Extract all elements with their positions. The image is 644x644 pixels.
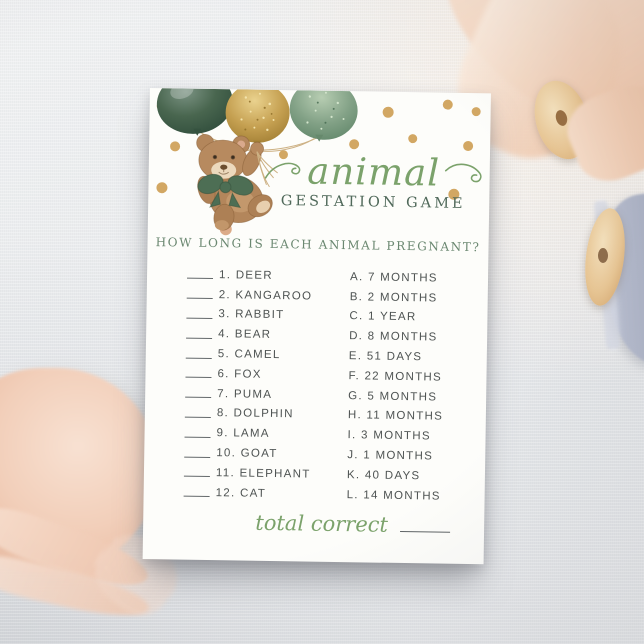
peach-confetti-dot (219, 223, 232, 236)
animal-row: 2. KANGAROO (186, 284, 350, 306)
animal-label: 4. BEAR (218, 328, 272, 342)
gold-confetti-dot (463, 140, 474, 152)
answer-label: B. 2 MONTHS (349, 290, 438, 305)
question-heading: HOW LONG IS EACH ANIMAL PREGNANT? (155, 235, 481, 255)
answer-blank (184, 435, 211, 438)
animal-row: 1. DEER (187, 265, 350, 287)
animal-label: 2. KANGAROO (218, 288, 313, 303)
answer-blank (187, 276, 214, 280)
answer-row: E. 51 DAYS (349, 346, 445, 367)
animal-label: 1. DEER (218, 268, 274, 282)
gold-confetti-dot (170, 141, 181, 152)
animal-label: 5. CAMEL (217, 348, 281, 362)
answer-row: A. 7 MONTHS (350, 267, 446, 288)
card-title-script: animal (307, 149, 441, 195)
gold-confetti-dot (382, 106, 394, 118)
answer-label: E. 51 DAYS (348, 350, 423, 364)
gold-confetti-dot (156, 182, 168, 194)
answer-blank (186, 336, 213, 339)
answer-blank (185, 356, 212, 359)
answer-row: G. 5 MONTHS (348, 386, 444, 407)
answer-row: L. 14 MONTHS (346, 485, 442, 506)
animal-label: 9. LAMA (216, 427, 270, 441)
answer-label: D. 8 MONTHS (349, 330, 438, 344)
answer-label: I. 3 MONTHS (347, 429, 431, 443)
answer-blank (184, 455, 211, 458)
answer-label: L. 14 MONTHS (346, 488, 441, 503)
gold-confetti-dot (471, 107, 481, 117)
animal-label: 11. ELEPHANT (215, 466, 311, 481)
animal-label: 6. FOX (217, 367, 262, 381)
answer-row: B. 2 MONTHS (350, 287, 446, 308)
card-subtitle: GESTATION GAME (280, 193, 466, 212)
answer-label: H. 11 MONTHS (347, 409, 444, 424)
answer-label: K. 40 DAYS (346, 469, 421, 483)
gold-confetti-dot (156, 102, 165, 111)
answer-row: I. 3 MONTHS (347, 426, 443, 447)
animal-label: 10. GOAT (216, 447, 278, 461)
animal-row: 7. PUMA (185, 383, 348, 405)
answer-column: A. 7 MONTHS B. 2 MONTHS C. 1 YEAR D. 8 M… (346, 267, 445, 506)
balloon-gold-glitter (225, 88, 290, 148)
animal-row: 5. CAMEL (185, 344, 349, 366)
animal-row: 9. LAMA (184, 423, 347, 445)
answer-blank (185, 395, 212, 399)
gold-confetti-dot (349, 139, 360, 150)
answer-row: F. 22 MONTHS (348, 366, 444, 387)
answer-blank (185, 375, 212, 379)
answer-row: C. 1 YEAR (349, 307, 445, 328)
gold-confetti-dot (442, 99, 453, 110)
flourish-right-icon (445, 163, 482, 182)
matching-lists: 1. DEER 2. KANGAROO 3. RABBIT 4. BEAR 5.… (183, 265, 445, 507)
animal-row: 10. GOAT (184, 443, 347, 465)
answer-row: D. 8 MONTHS (349, 327, 445, 348)
animal-row: 3. RABBIT (186, 304, 349, 326)
spool-hole (598, 248, 608, 263)
animal-label: 3. RABBIT (218, 308, 285, 322)
game-card: animal GESTATION GAME HOW LONG IS EACH A… (142, 88, 491, 565)
answer-row: J. 1 MONTHS (347, 445, 443, 466)
balloon-light-green-glitter (289, 88, 358, 142)
animal-label: 7. PUMA (217, 387, 273, 401)
answer-blank (186, 316, 213, 319)
animal-label: 8. DOLPHIN (216, 407, 294, 421)
answer-blank (184, 415, 211, 418)
card-title-block: animal GESTATION GAME (260, 149, 487, 213)
animal-label: 12. CAT (215, 486, 267, 500)
total-correct-blank (399, 516, 451, 533)
balloon-strings (197, 130, 320, 152)
animal-column: 1. DEER 2. KANGAROO 3. RABBIT 4. BEAR 5.… (183, 265, 350, 505)
answer-blank (183, 494, 210, 498)
animal-row: 6. FOX (185, 364, 348, 386)
total-correct-row: total correct (143, 509, 484, 538)
gold-confetti-dot (408, 134, 418, 144)
total-correct-label: total correct (255, 510, 389, 537)
answer-label: A. 7 MONTHS (349, 271, 438, 285)
balloon-dark-green (156, 88, 233, 136)
answer-row: H. 11 MONTHS (348, 406, 444, 427)
answer-blank (186, 296, 213, 300)
answer-label: J. 1 MONTHS (347, 449, 434, 463)
answer-row: K. 40 DAYS (347, 465, 443, 486)
flourish-left-icon (264, 162, 300, 179)
answer-blank (183, 474, 210, 478)
answer-label: G. 5 MONTHS (348, 389, 438, 404)
answer-label: C. 1 YEAR (349, 310, 417, 324)
animal-row: 4. BEAR (186, 324, 349, 346)
animal-row: 11. ELEPHANT (183, 463, 347, 485)
animal-row: 8. DOLPHIN (184, 403, 348, 425)
answer-label: F. 22 MONTHS (348, 370, 443, 384)
animal-row: 12. CAT (183, 482, 346, 504)
